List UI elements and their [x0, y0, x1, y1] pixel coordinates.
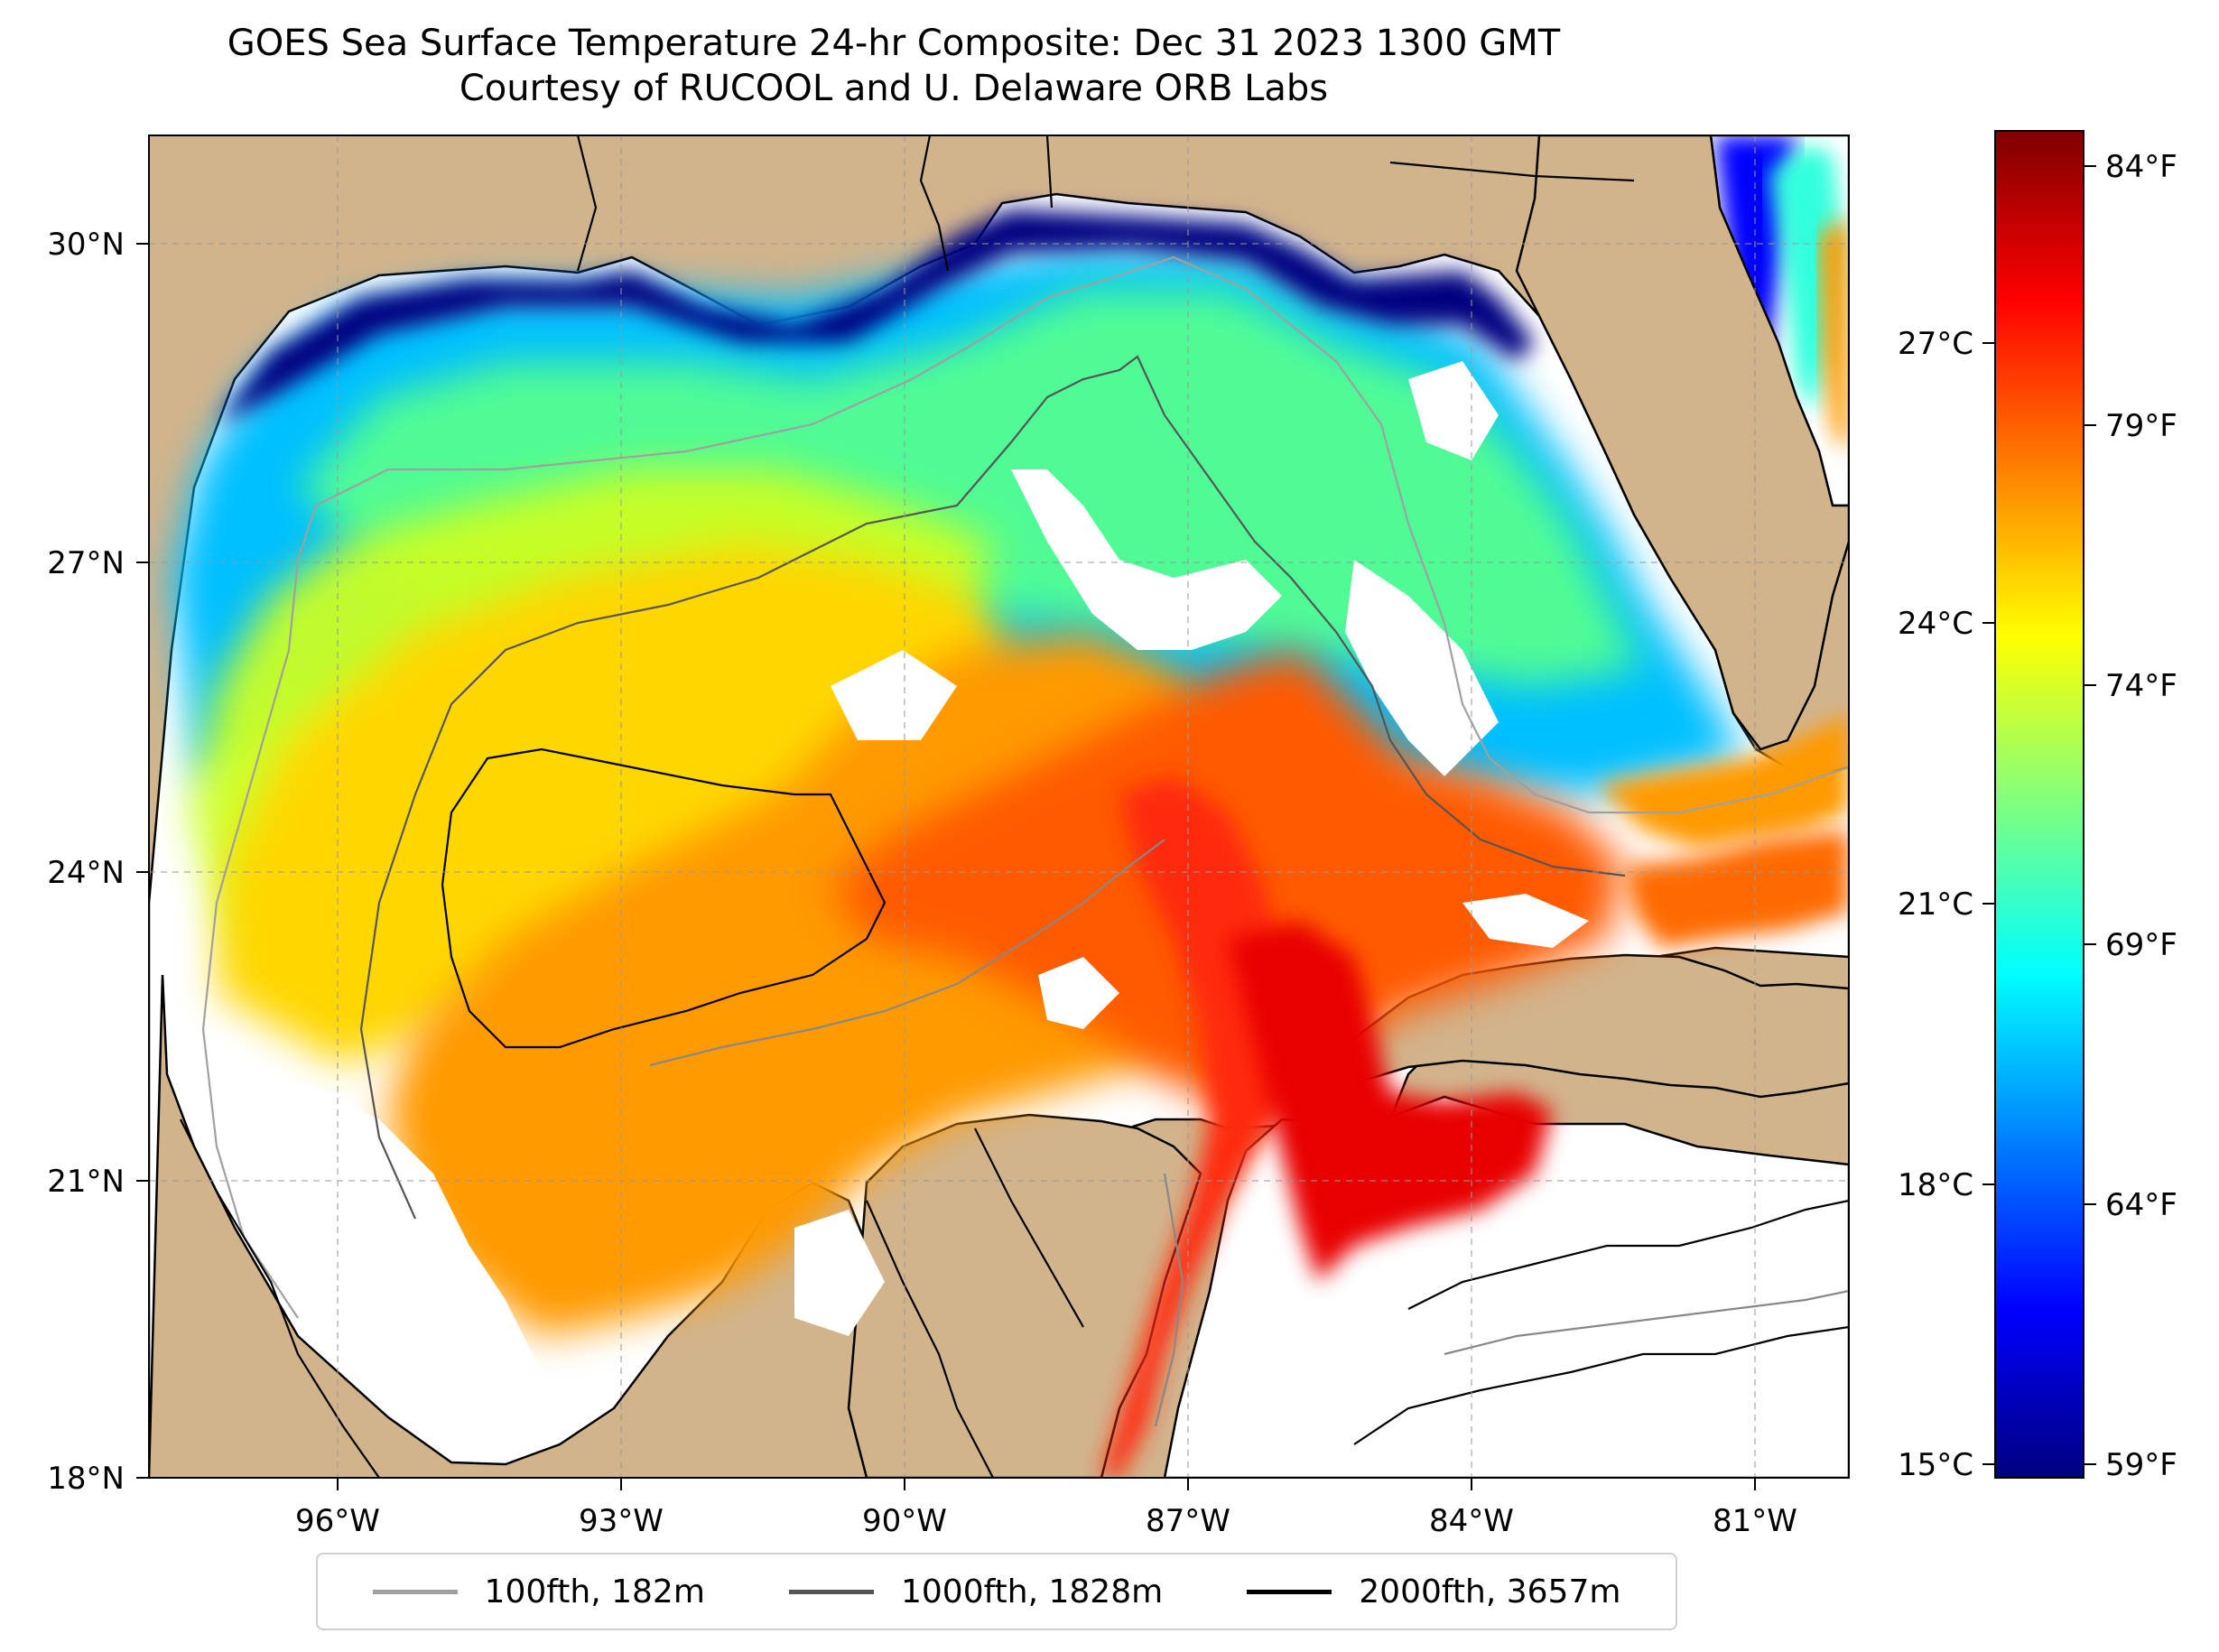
colorbar-c-24: 24°C	[1898, 606, 1973, 642]
lon-tick-93w: 93°W	[579, 1503, 664, 1539]
colorbar-f-64: 64°F	[2105, 1187, 2177, 1223]
lat-tick-18n: 18°N	[47, 1461, 125, 1497]
bathymetry-contours	[201, 255, 1849, 1445]
legend-entry-1000fth: 1000fth, 1828m	[789, 1573, 1163, 1610]
legend-label-1000fth: 1000fth, 1828m	[901, 1573, 1164, 1610]
lon-tick-87w: 87°W	[1146, 1503, 1230, 1539]
legend-line-100fth	[372, 1589, 458, 1594]
contour-legend: 100fth, 182m 1000fth, 1828m 2000fth, 365…	[316, 1553, 1677, 1630]
map-subtitle: Courtesy of RUCOOL and U. Delaware ORB L…	[459, 68, 1329, 109]
colorbar-c-21: 21°C	[1898, 886, 1973, 923]
lon-tick-84w: 84°W	[1429, 1503, 1514, 1539]
lon-ticks	[337, 1478, 1756, 1490]
colorbar-celsius-ticks	[1982, 342, 1995, 1465]
colorbar	[1994, 130, 2084, 1479]
political-borders	[180, 135, 1635, 1478]
contour-2000fth	[441, 747, 887, 1049]
colorbar-f-84: 84°F	[2105, 149, 2177, 185]
lat-ticks	[136, 243, 149, 1479]
lat-tick-27n: 27°N	[47, 545, 125, 581]
colorbar-f-74: 74°F	[2105, 668, 2177, 704]
lon-tick-96w: 96°W	[295, 1503, 380, 1539]
legend-entry-100fth: 100fth, 182m	[372, 1573, 705, 1610]
lon-tick-90w: 90°W	[862, 1503, 947, 1539]
cloud-gaps	[253, 361, 1589, 1426]
legend-line-1000fth	[789, 1589, 874, 1594]
map-frame	[148, 135, 1850, 1479]
map-gridlines	[149, 135, 1849, 1478]
colorbar-c-27: 27°C	[1898, 326, 1973, 362]
colorbar-c-15: 15°C	[1898, 1447, 1973, 1483]
lat-tick-24n: 24°N	[47, 855, 125, 891]
florida-peninsula	[1515, 135, 1849, 751]
colorbar-f-69: 69°F	[2105, 927, 2177, 963]
colorbar-fahrenheit-ticks	[2084, 165, 2096, 1465]
map-title: GOES Sea Surface Temperature 24-hr Compo…	[227, 23, 1561, 64]
contour-100fth	[201, 255, 1849, 1319]
legend-line-2000fth	[1247, 1589, 1332, 1594]
legend-label-2000fth: 2000fth, 3657m	[1359, 1573, 1621, 1610]
lat-tick-30n: 30°N	[47, 227, 125, 263]
colorbar-c-18: 18°C	[1898, 1167, 1973, 1203]
legend-entry-2000fth: 2000fth, 3657m	[1247, 1573, 1620, 1610]
contour-1000fth	[359, 355, 1626, 1220]
lat-tick-21n: 21°N	[47, 1164, 125, 1200]
legend-label-100fth: 100fth, 182m	[484, 1573, 705, 1610]
colorbar-f-59: 59°F	[2105, 1447, 2177, 1483]
colorbar-f-79: 79°F	[2105, 408, 2177, 444]
lon-tick-81w: 81°W	[1713, 1503, 1797, 1539]
